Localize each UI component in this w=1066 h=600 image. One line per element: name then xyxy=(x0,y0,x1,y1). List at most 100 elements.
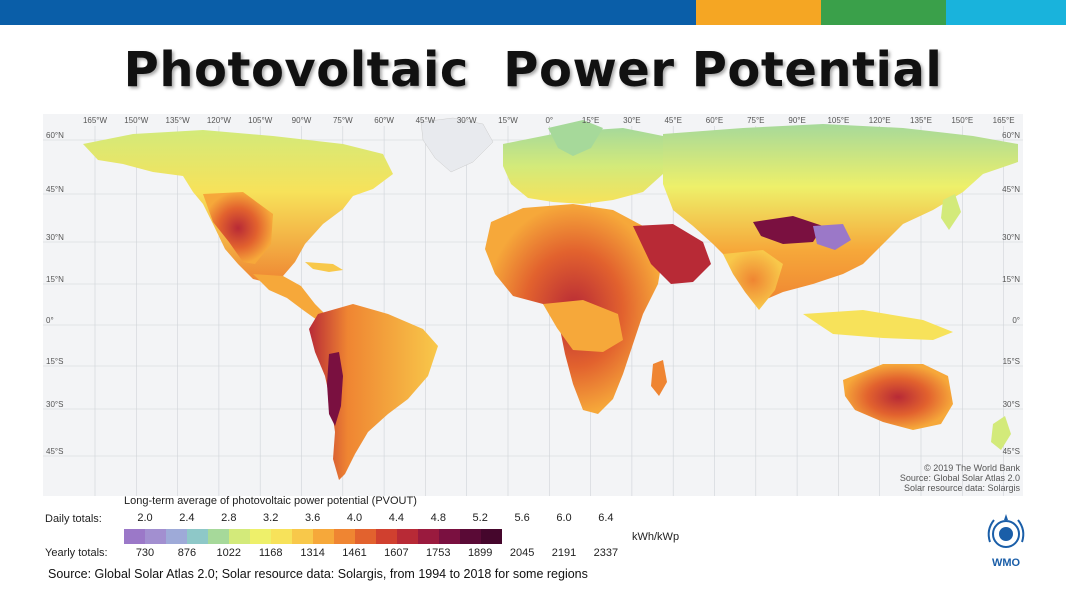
legend-tick: 1607 xyxy=(384,547,409,559)
legend-tick: 2191 xyxy=(551,547,577,559)
central-africa-cooler xyxy=(543,300,623,352)
latitude-label: 60°N xyxy=(1002,131,1020,140)
legend-tick: 1461 xyxy=(342,547,367,559)
tibet-plateau-hot xyxy=(753,216,823,244)
latitude-label: 15°S xyxy=(1003,357,1020,366)
latitude-label: 0° xyxy=(1012,316,1020,325)
legend-swatch xyxy=(229,529,250,544)
new-zealand-landmass xyxy=(991,416,1011,450)
latitude-label: 30°N xyxy=(46,233,64,242)
credit-line: Solar resource data: Solargis xyxy=(903,483,1020,493)
legend-tick: 2337 xyxy=(593,547,619,559)
scandinavia-landmass xyxy=(548,120,603,156)
legend-swatch xyxy=(166,529,187,544)
longitude-label: 135°W xyxy=(166,116,191,125)
greenland-landmass xyxy=(420,117,494,173)
longitude-label: 165°E xyxy=(993,116,1015,125)
longitude-label: 90°E xyxy=(788,116,805,125)
japan-landmass xyxy=(941,194,961,230)
credit-line: © 2019 The World Bank xyxy=(924,463,1020,473)
longitude-label: 75°E xyxy=(747,116,764,125)
legend-tick: 1899 xyxy=(467,547,493,559)
top-color-band xyxy=(0,0,1066,25)
central-america-landmass xyxy=(253,274,325,320)
legend-tick: 1753 xyxy=(426,547,451,559)
legend-swatch xyxy=(250,529,271,544)
credit-line: Source: Global Solar Atlas 2.0 xyxy=(899,473,1020,483)
longitude-label: 120°W xyxy=(207,116,232,125)
longitude-label: 30°E xyxy=(623,116,640,125)
legend-tick: 1168 xyxy=(258,547,283,559)
longitude-label: 0° xyxy=(545,116,553,125)
legend-swatch xyxy=(418,529,439,544)
legend-tick: 1314 xyxy=(300,547,325,559)
latitude-label: 30°S xyxy=(46,400,63,409)
legend-tick: 3.2 xyxy=(263,512,279,524)
latitude-label: 45°S xyxy=(1003,447,1020,456)
land-masses xyxy=(83,117,1018,480)
legend-tick: 876 xyxy=(177,547,197,559)
longitude-label: 15°E xyxy=(582,116,599,125)
longitude-label: 45°W xyxy=(416,116,436,125)
latitude-label: 45°N xyxy=(46,185,64,194)
legend-tick: 3.6 xyxy=(304,512,321,524)
longitude-label: 120°E xyxy=(869,116,891,125)
source-note: Source: Global Solar Atlas 2.0; Solar re… xyxy=(48,567,588,581)
longitude-label: 150°W xyxy=(124,116,149,125)
legend-tick: 5.2 xyxy=(472,512,488,524)
yearly-totals-label: Yearly totals: xyxy=(45,547,108,559)
legend-title: Long-term average of photovoltaic power … xyxy=(124,495,417,507)
legend-tick: 730 xyxy=(135,547,155,559)
legend-tick: 2.4 xyxy=(179,512,195,524)
color-scale xyxy=(124,529,502,544)
legend-swatch xyxy=(355,529,376,544)
band-orange xyxy=(696,0,821,25)
legend-tick: 4.4 xyxy=(388,512,405,524)
page-title: Photovoltaic Power Potential xyxy=(123,42,943,98)
legend-unit: kWh/kWp xyxy=(632,531,680,543)
longitude-label: 45°E xyxy=(664,116,681,125)
longitude-label: 30°W xyxy=(457,116,477,125)
andes-hot xyxy=(327,352,343,426)
asia-landmass xyxy=(663,124,1018,304)
legend-swatch xyxy=(334,529,355,544)
north-america-southwest-hot xyxy=(203,192,273,264)
latitude-label: 15°S xyxy=(46,357,63,366)
arabia-landmass xyxy=(633,224,711,284)
band-blue xyxy=(0,0,696,25)
latitude-label: 15°N xyxy=(1002,275,1020,284)
sichuan-low xyxy=(813,224,851,250)
latitude-labels: 60°N 60°N 45°N 45°N 30°N 30°N 15°N 15°N 0° 0° 15°S… xyxy=(46,131,1020,456)
longitude-labels: 165°W 150°W 135°W 120°W 105°W 90°W 75°W 60°W 45°… xyxy=(83,116,1015,125)
legend-tick: 1022 xyxy=(216,547,242,559)
southeast-asia-islands xyxy=(803,310,953,340)
pvout-map-canvas: 165°W 150°W 135°W 120°W 105°W 90°W 75°W 60°W 45°… xyxy=(43,116,1023,496)
india-landmass xyxy=(723,250,783,310)
latitude-label: 60°N xyxy=(46,131,64,140)
latitude-label: 30°S xyxy=(1003,400,1020,409)
longitude-label: 75°W xyxy=(333,116,353,125)
legend-swatch xyxy=(271,529,292,544)
legend-tick: 5.6 xyxy=(514,512,530,524)
wmo-logo xyxy=(984,512,1028,572)
legend-tick: 2.8 xyxy=(221,512,237,524)
longitude-label: 165°W xyxy=(83,116,108,125)
wmo-emblem-icon xyxy=(987,514,1025,548)
legend-swatch xyxy=(397,529,418,544)
legend-swatch xyxy=(145,529,166,544)
world-map: 165°W 150°W 135°W 120°W 105°W 90°W 75°W 60°W 45°… xyxy=(43,114,1023,496)
europe-landmass xyxy=(503,128,673,204)
legend-swatch xyxy=(313,529,334,544)
longitude-label: 105°W xyxy=(248,116,273,125)
caribbean-islands xyxy=(305,262,343,272)
legend-swatch xyxy=(460,529,481,544)
latitude-label: 30°N xyxy=(1002,233,1020,242)
legend-swatch xyxy=(376,529,397,544)
longitude-label: 135°E xyxy=(910,116,932,125)
latitude-label: 0° xyxy=(46,316,54,325)
legend-tick: 6.0 xyxy=(556,512,572,524)
longitude-label: 60°E xyxy=(706,116,723,125)
australia-landmass xyxy=(843,364,953,430)
legend-tick: 4.8 xyxy=(430,512,446,524)
longitude-label: 150°E xyxy=(951,116,973,125)
